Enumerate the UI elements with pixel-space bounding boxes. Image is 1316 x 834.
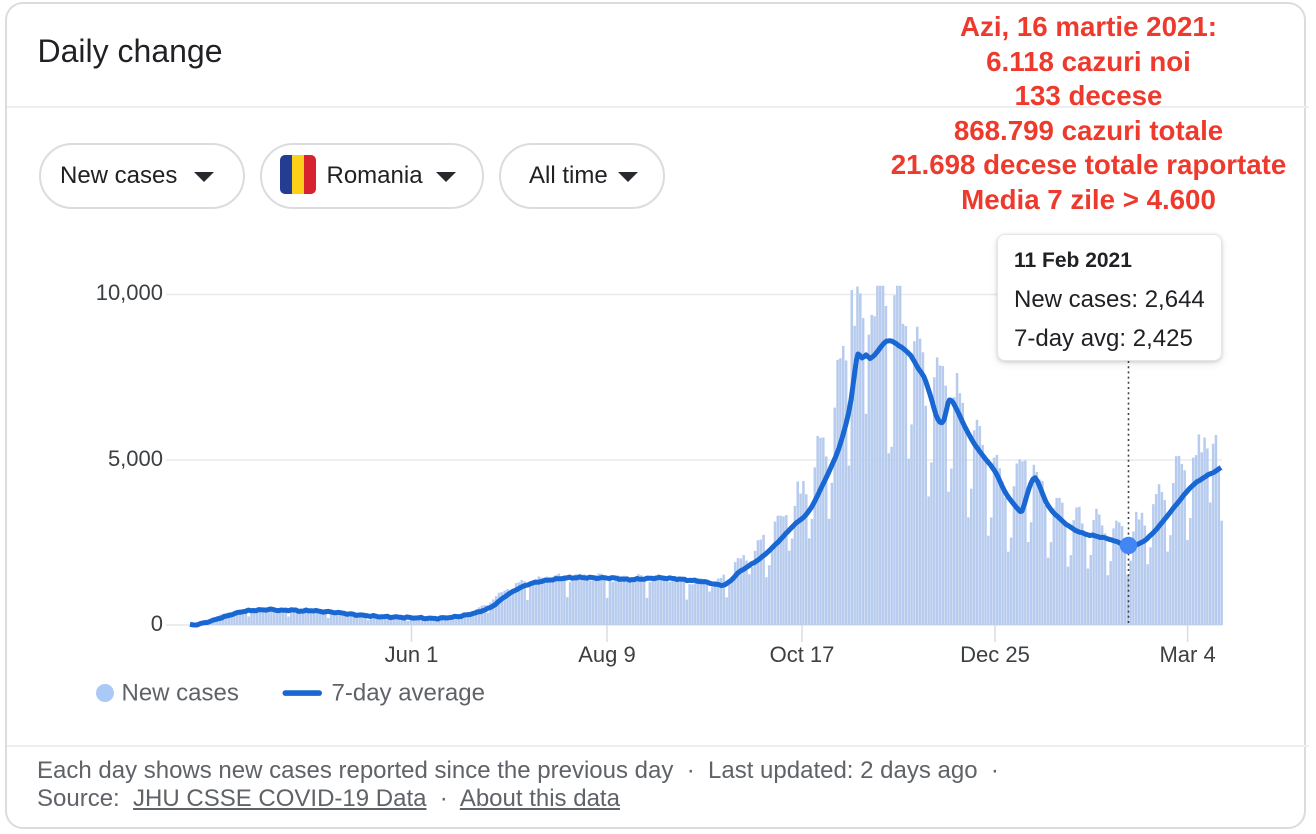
- svg-text:Jun 1: Jun 1: [385, 642, 439, 667]
- svg-text:0: 0: [151, 611, 163, 636]
- svg-text:10,000: 10,000: [96, 280, 163, 305]
- svg-text:Aug 9: Aug 9: [578, 642, 636, 667]
- svg-text:Oct 17: Oct 17: [770, 642, 835, 667]
- svg-text:Mar 4: Mar 4: [1159, 642, 1215, 667]
- svg-text:New cases: New cases: [122, 680, 239, 707]
- svg-text:5,000: 5,000: [108, 446, 163, 471]
- svg-text:Dec 25: Dec 25: [960, 642, 1030, 667]
- svg-text:7-day average: 7-day average: [332, 680, 485, 707]
